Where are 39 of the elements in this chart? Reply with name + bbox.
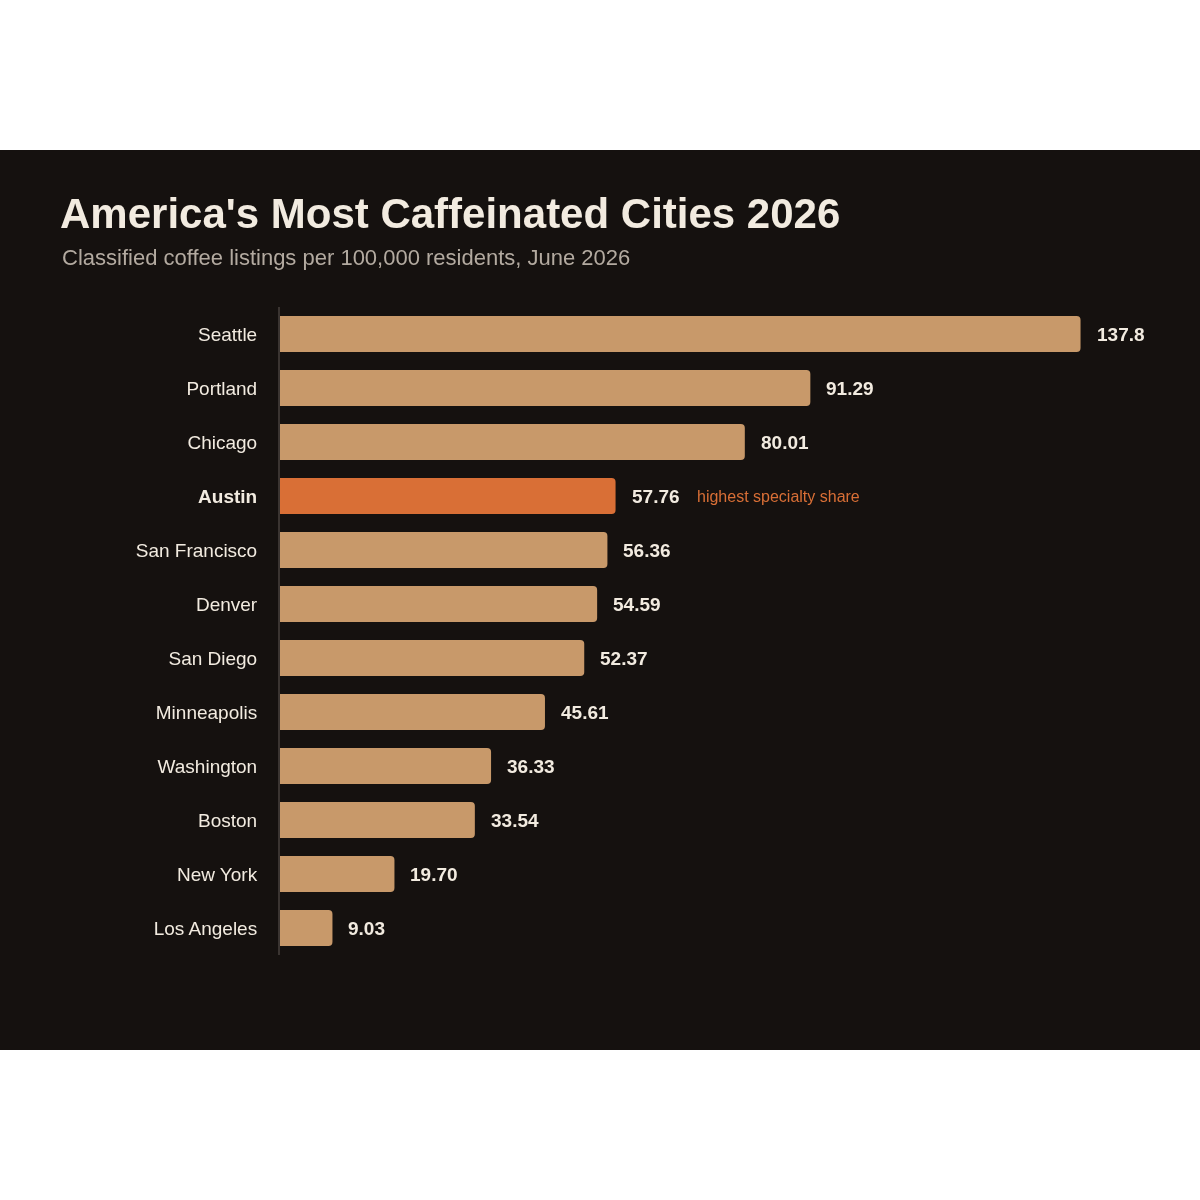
y-tick-label: Portland: [186, 377, 258, 399]
bar: [280, 639, 585, 677]
annotation: highest specialty share: [697, 488, 860, 505]
data-label: 33.54: [491, 810, 539, 831]
data-label: 54.59: [613, 594, 661, 615]
y-tick-label: San Diego: [168, 647, 258, 669]
y-tick-label: Los Angeles: [153, 917, 258, 939]
data-label: 80.01: [761, 432, 809, 453]
bar: [280, 855, 395, 893]
data-label: 9.03: [348, 918, 385, 939]
bar: [280, 693, 545, 731]
y-tick-label: Boston: [198, 809, 258, 831]
bar: [280, 369, 811, 407]
bar: [280, 909, 333, 947]
y-tick-label: Washington: [157, 755, 258, 777]
y-tick-label: Seattle: [198, 323, 258, 345]
bar: [280, 585, 598, 623]
y-tick-label: New York: [176, 863, 258, 885]
data-label: 91.29: [826, 378, 874, 399]
chart-subtitle: Classified coffee listings per 100,000 residents, June 2026: [62, 245, 631, 270]
data-label: 57.76: [632, 486, 680, 507]
y-tick-label: Denver: [195, 593, 258, 615]
data-label: 137.8: [1097, 324, 1145, 345]
data-label: 19.70: [410, 864, 458, 885]
data-label: 45.61: [561, 702, 609, 723]
bar: [280, 315, 1081, 353]
bar: [280, 747, 492, 785]
bar: [280, 423, 745, 461]
bar: [280, 531, 608, 569]
bar: [280, 477, 616, 515]
data-label: 52.37: [600, 648, 648, 669]
y-tick-label: Chicago: [187, 431, 258, 453]
y-tick-label: Minneapolis: [155, 701, 258, 723]
y-tick-label: San Francisco: [135, 539, 258, 561]
bar: [280, 801, 475, 839]
data-label: 56.36: [623, 540, 671, 561]
chart-title: America's Most Caffeinated Cities 2026: [60, 189, 841, 237]
y-tick-label: Austin: [198, 485, 258, 507]
data-label: 36.33: [507, 756, 555, 777]
